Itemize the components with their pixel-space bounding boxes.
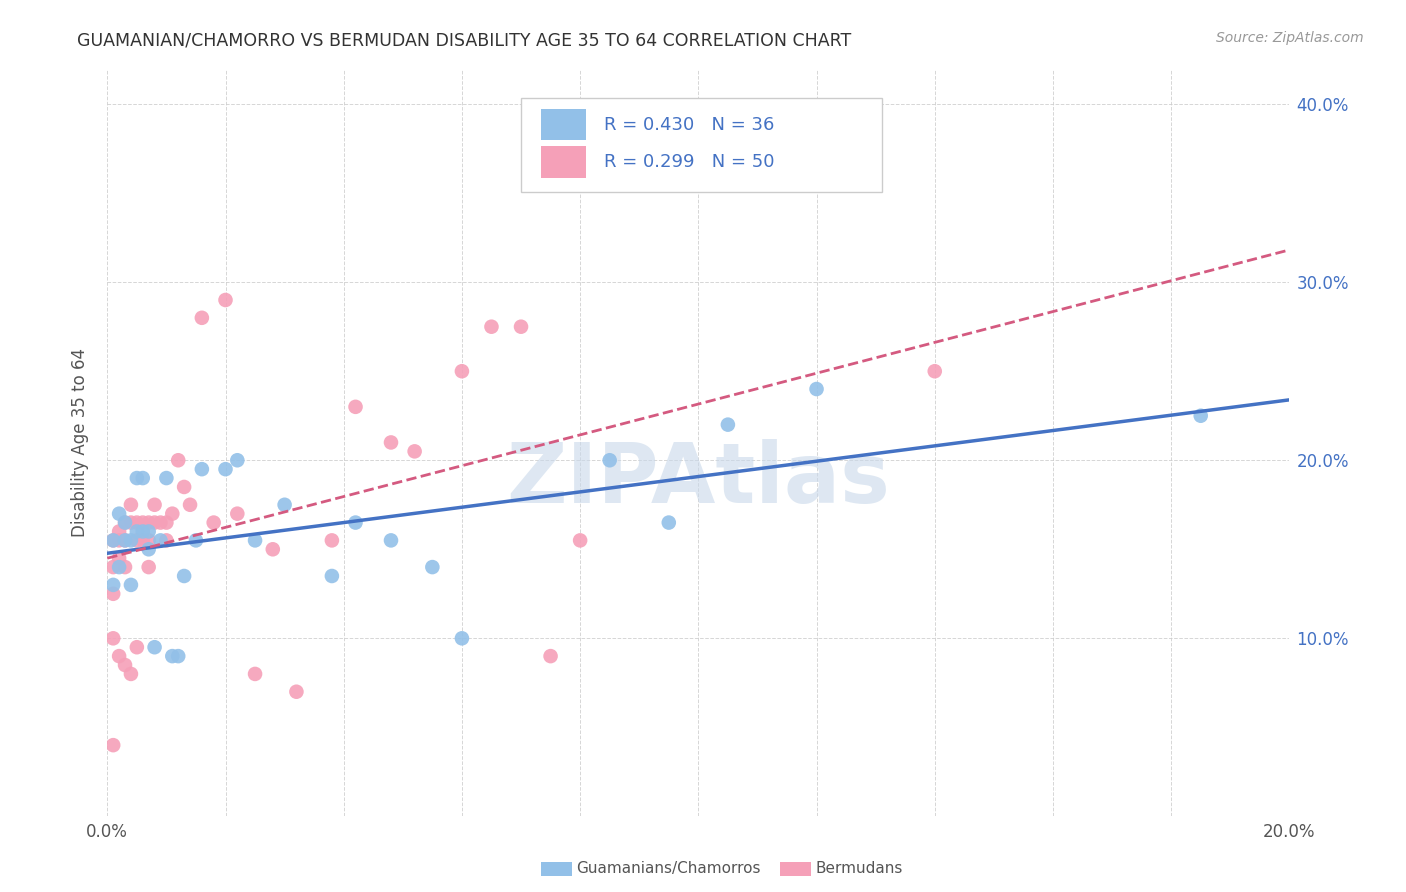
Point (108, 524, 131, 539)
Point (114, 516, 136, 530)
Point (132, 524, 155, 539)
Text: R = 0.430   N = 36: R = 0.430 N = 36 (603, 116, 775, 134)
Point (132, 516, 155, 530)
Point (132, 471, 155, 485)
Point (138, 542, 160, 557)
Point (120, 667, 142, 681)
Point (138, 516, 160, 530)
Point (120, 533, 142, 548)
Point (924, 364, 946, 378)
Point (125, 640, 148, 655)
Point (184, 533, 207, 548)
Point (138, 533, 160, 548)
Point (108, 649, 131, 664)
Point (285, 684, 308, 698)
Point (569, 533, 592, 548)
Point (125, 471, 148, 485)
Text: Bermudans: Bermudans (815, 862, 903, 876)
Point (108, 507, 131, 521)
Point (717, 417, 740, 432)
Point (173, 480, 195, 494)
Point (481, 319, 503, 334)
Point (510, 319, 533, 334)
Point (167, 453, 190, 467)
Point (214, 462, 236, 476)
Point (120, 498, 142, 512)
Point (103, 560, 125, 574)
Point (103, 533, 125, 548)
Point (540, 649, 562, 664)
Point (155, 516, 177, 530)
Point (273, 498, 295, 512)
Point (125, 533, 148, 548)
Point (658, 516, 681, 530)
Point (380, 533, 402, 548)
FancyBboxPatch shape (541, 109, 586, 140)
Point (114, 658, 136, 673)
Point (321, 569, 343, 583)
Point (191, 310, 214, 325)
Point (132, 533, 155, 548)
Point (243, 667, 266, 681)
Text: R = 0.299   N = 50: R = 0.299 N = 50 (603, 153, 775, 171)
Text: Guamanians/Chamorros: Guamanians/Chamorros (576, 862, 761, 876)
Point (344, 516, 367, 530)
Point (138, 560, 160, 574)
Point (114, 516, 136, 530)
Point (114, 533, 136, 548)
Point (404, 444, 426, 458)
Point (149, 516, 172, 530)
Point (108, 551, 131, 566)
Point (162, 507, 184, 521)
Point (143, 498, 166, 512)
Point (451, 632, 474, 646)
Point (1189, 409, 1212, 423)
Point (162, 649, 184, 664)
Point (451, 364, 474, 378)
Point (103, 738, 125, 752)
Point (806, 382, 828, 396)
Point (202, 516, 225, 530)
Text: GUAMANIAN/CHAMORRO VS BERMUDAN DISABILITY AGE 35 TO 64 CORRELATION CHART: GUAMANIAN/CHAMORRO VS BERMUDAN DISABILIT… (77, 31, 852, 49)
Point (155, 471, 177, 485)
Point (149, 533, 172, 548)
Point (191, 462, 214, 476)
Point (103, 632, 125, 646)
Point (114, 533, 136, 548)
Text: Source: ZipAtlas.com: Source: ZipAtlas.com (1216, 31, 1364, 45)
Point (138, 524, 160, 539)
Point (155, 533, 177, 548)
FancyBboxPatch shape (522, 98, 882, 192)
Point (143, 516, 166, 530)
Point (103, 533, 125, 548)
Point (599, 453, 621, 467)
Point (125, 516, 148, 530)
Point (344, 400, 367, 414)
Point (108, 560, 131, 574)
Point (114, 560, 136, 574)
Point (321, 533, 343, 548)
Point (422, 560, 444, 574)
Point (103, 578, 125, 592)
Point (103, 587, 125, 601)
Point (120, 516, 142, 530)
Point (125, 524, 148, 539)
FancyBboxPatch shape (541, 146, 586, 178)
Point (167, 649, 190, 664)
Point (108, 533, 131, 548)
Point (179, 498, 201, 512)
Point (380, 435, 402, 450)
Y-axis label: Disability Age 35 to 64: Disability Age 35 to 64 (72, 348, 89, 537)
Point (214, 293, 236, 307)
Point (243, 533, 266, 548)
Point (173, 569, 195, 583)
Point (262, 542, 284, 557)
Point (143, 640, 166, 655)
Point (226, 453, 249, 467)
Text: ZIPAtlas: ZIPAtlas (506, 440, 890, 520)
Point (120, 578, 142, 592)
Point (226, 507, 249, 521)
